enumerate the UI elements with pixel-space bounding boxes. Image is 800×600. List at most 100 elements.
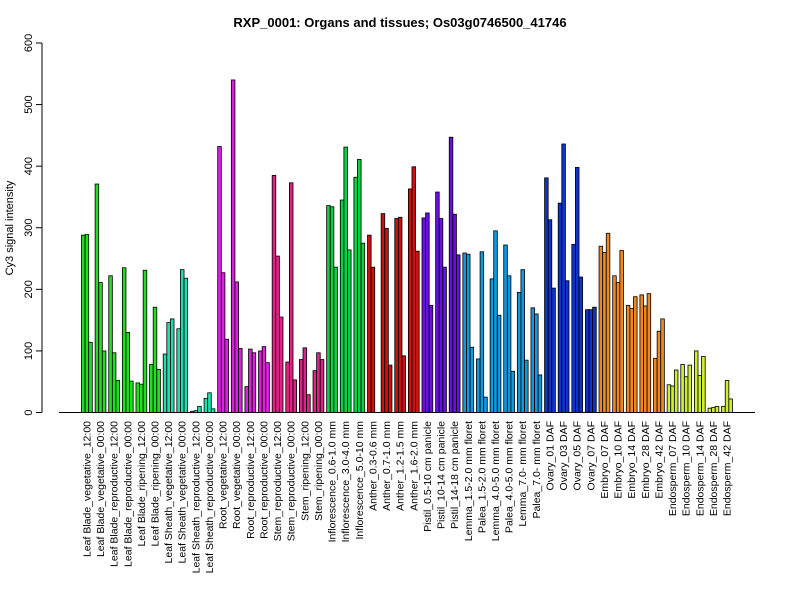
bar: [176, 328, 181, 413]
bar: [711, 407, 716, 413]
bar: [466, 253, 471, 413]
bar: [534, 313, 539, 413]
bar: [683, 376, 689, 413]
bar: [585, 309, 590, 413]
bar: [370, 266, 376, 413]
bar: [360, 242, 366, 413]
bar: [394, 218, 399, 413]
bar: [456, 254, 461, 413]
category-label: Ovary_07 DAF: [585, 421, 597, 490]
category-label: Leaf Blade_ripening_00:00: [150, 421, 162, 547]
category-label: Palea_1.5-2.0 mm floret: [476, 421, 488, 533]
bar: [438, 218, 444, 413]
y-tick-label: 600: [23, 34, 35, 52]
bar: [557, 202, 563, 413]
bar: [261, 346, 267, 413]
bar: [524, 359, 529, 413]
category-label: Anther_0.7-1.0 mm: [381, 421, 393, 511]
bar: [190, 410, 195, 413]
bar: [619, 250, 624, 413]
bar: [139, 383, 144, 413]
bar: [299, 359, 304, 413]
bar: [598, 245, 604, 413]
bar: [435, 191, 440, 413]
bar: [275, 255, 280, 413]
bar: [333, 266, 338, 413]
bar: [135, 382, 140, 413]
bar: [292, 379, 297, 413]
bar: [520, 269, 525, 413]
bar: [701, 356, 706, 413]
bar: [98, 282, 103, 413]
bar: [571, 243, 576, 413]
bar: [452, 213, 457, 413]
bar: [302, 347, 308, 413]
bar: [111, 352, 117, 413]
category-label: Root_vegetative_00:00: [231, 421, 243, 529]
bar: [588, 309, 594, 413]
bar: [565, 280, 570, 413]
category-label: Pistil_14-18 cm panicle: [449, 421, 461, 529]
category-label: Leaf Sheath_reproductive_00:00: [204, 421, 216, 574]
bar: [602, 251, 607, 413]
bar: [639, 294, 644, 413]
bar: [615, 282, 621, 413]
category-label: Leaf Sheath_vegetative_00:00: [177, 421, 189, 564]
bar: [238, 348, 243, 413]
bar: [656, 330, 662, 413]
chart-title: RXP_0001: Organs and tissues; Os03g07465…: [233, 15, 566, 30]
bar: [217, 146, 222, 413]
category-label: Endosperm_07 DAF: [667, 421, 679, 516]
bar: [316, 352, 321, 413]
category-label: Palea_4.0-5.0 mm floret: [504, 421, 516, 533]
bar: [353, 176, 358, 413]
bar: [407, 188, 413, 413]
bar: [183, 277, 189, 413]
category-labels: Leaf Blade_vegetative_12:00 Leaf Blade_ve…: [81, 421, 733, 574]
bar: [401, 355, 406, 413]
bar: [329, 206, 335, 413]
category-label: Endosperm_14 DAF: [694, 421, 706, 516]
bar: [285, 361, 290, 413]
category-label: Embryo_10 DAF: [613, 421, 625, 499]
bar: [476, 358, 481, 413]
category-label: Ovary_05 DAF: [572, 421, 584, 490]
bar: [88, 341, 93, 413]
bar: [415, 250, 420, 413]
y-tick-label: 500: [23, 95, 35, 113]
bar: [265, 362, 270, 413]
bar: [230, 79, 236, 413]
y-axis-label: Cy3 signal intensity: [4, 180, 16, 275]
bar: [660, 318, 665, 413]
bar: [666, 384, 672, 413]
bar: [625, 304, 631, 413]
bar: [547, 219, 553, 413]
bar: [248, 348, 253, 413]
bar: [687, 364, 692, 413]
bar: [551, 287, 556, 413]
bar: [425, 212, 430, 413]
category-label: Stem_reproductive_12:00: [272, 421, 284, 541]
category-label: Leaf Blade_reproductive_00:00: [122, 421, 134, 567]
bar: [724, 380, 730, 413]
bar: [714, 405, 720, 413]
bar: [673, 369, 679, 413]
bar: [357, 158, 362, 413]
bar: [670, 385, 675, 413]
category-label: Leaf Sheath_reproductive_12:00: [190, 421, 202, 574]
category-label: Anther_0.3-0.6 mm: [367, 421, 379, 511]
bar: [108, 275, 113, 413]
bar: [234, 281, 239, 413]
category-label: Anther_1.2-1.5 mm: [395, 421, 407, 511]
category-label: Leaf Sheath_vegetative_12:00: [163, 421, 175, 564]
bar: [220, 272, 226, 413]
bar: [629, 308, 634, 413]
bar: [319, 359, 325, 413]
bar: [561, 143, 566, 413]
bar: [244, 386, 249, 413]
bar: [530, 307, 535, 413]
y-axis: 0 100 200 300 400 500 600: [23, 34, 43, 416]
bar: [224, 338, 229, 413]
y-tick-label: 100: [23, 342, 35, 360]
bar: [633, 296, 638, 413]
